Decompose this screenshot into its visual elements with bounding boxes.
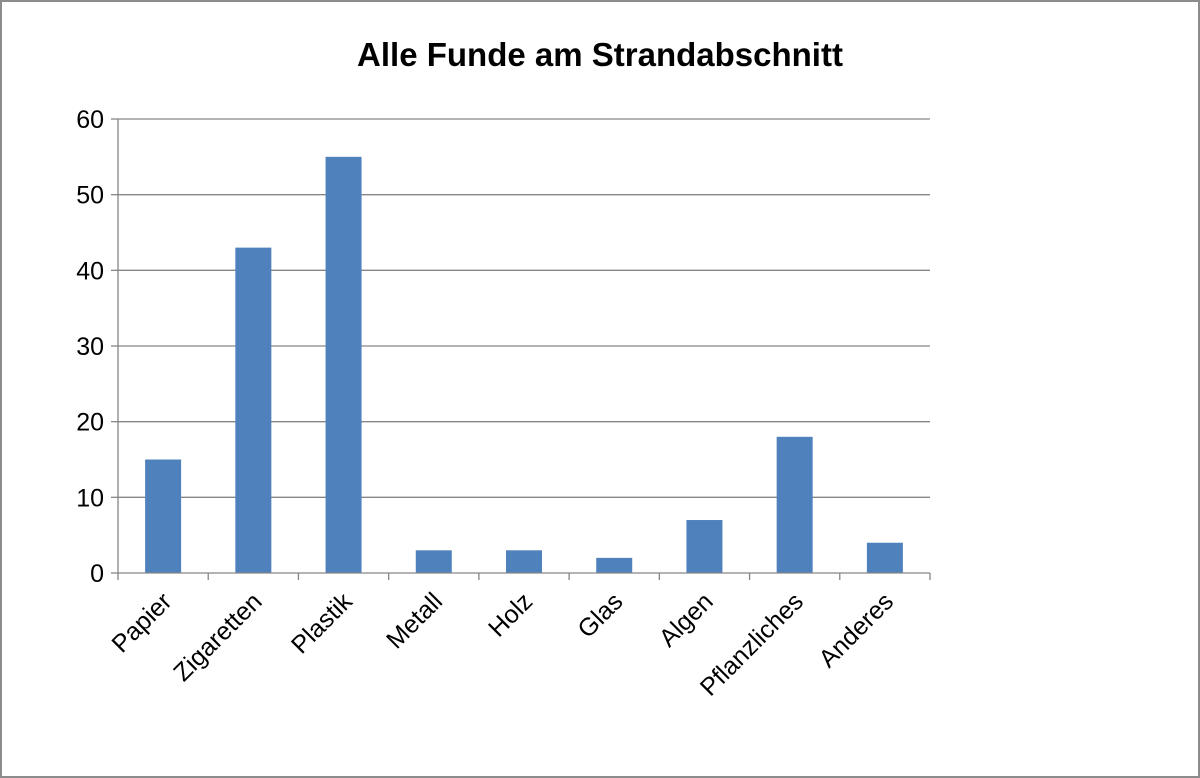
bar-pflanzliches xyxy=(776,436,813,573)
bar-papier xyxy=(145,459,182,573)
y-tick-label: 20 xyxy=(76,409,104,437)
bar-zigaretten xyxy=(235,247,272,573)
bar-metall xyxy=(415,550,452,573)
y-tick-label: 10 xyxy=(76,484,104,512)
x-category-label: Anderes xyxy=(813,587,899,673)
bar-holz xyxy=(506,550,542,573)
x-category-label: Holz xyxy=(483,587,538,642)
x-category-label: Plastik xyxy=(286,587,358,659)
x-category-label: Papier xyxy=(106,587,177,658)
bars xyxy=(145,156,903,574)
y-tick-label: 50 xyxy=(76,182,104,210)
x-category-label: Metall xyxy=(381,587,448,654)
y-tick-label: 60 xyxy=(76,106,104,134)
chart-title: Alle Funde am Strandabschnitt xyxy=(357,36,843,73)
y-tick-labels: 0 10 20 30 40 50 60 xyxy=(76,106,104,588)
bar-algen xyxy=(686,520,723,573)
axes xyxy=(111,118,931,580)
bar-anderes xyxy=(866,542,903,573)
x-category-label: Glas xyxy=(572,587,628,643)
y-tick-label: 30 xyxy=(76,333,104,361)
bar-plastik xyxy=(325,156,362,574)
bar-glas xyxy=(596,557,633,573)
x-category-label: Zigaretten xyxy=(168,587,267,686)
y-tick-label: 40 xyxy=(76,257,104,285)
x-category-label: Algen xyxy=(654,587,719,652)
y-tick-label: 0 xyxy=(90,560,104,588)
